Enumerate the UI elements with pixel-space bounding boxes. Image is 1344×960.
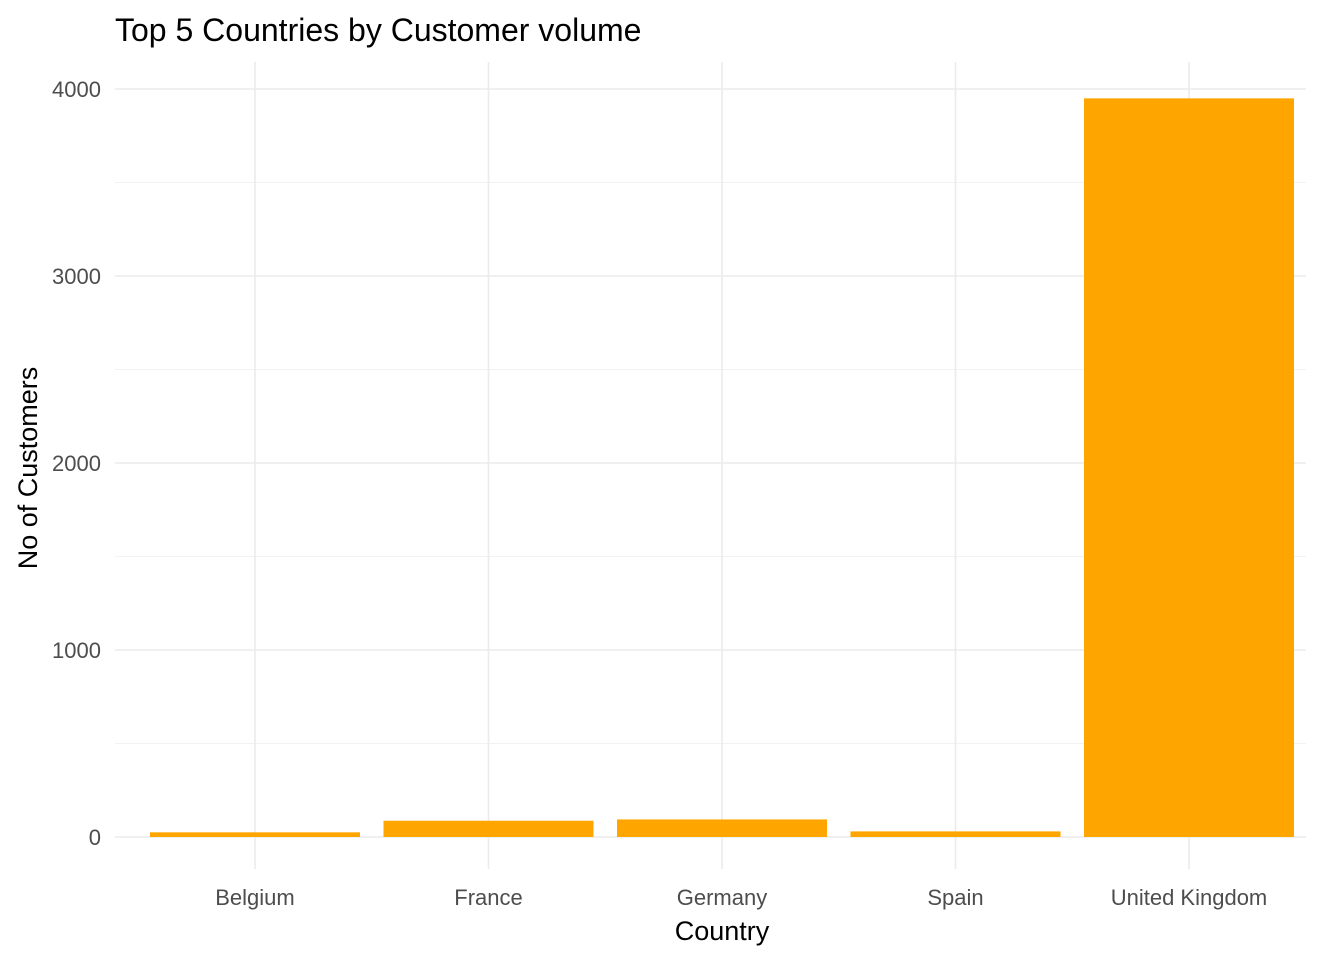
bar-united-kingdom (1084, 98, 1294, 838)
y-tick-label: 1000 (52, 638, 101, 663)
chart-title: Top 5 Countries by Customer volume (115, 12, 641, 48)
y-tick-label: 0 (89, 825, 101, 850)
x-tick-label: United Kingdom (1111, 885, 1268, 910)
bars (150, 98, 1294, 838)
y-tick-label: 3000 (52, 264, 101, 289)
y-tick-label: 2000 (52, 451, 101, 476)
bar-belgium (150, 832, 360, 837)
y-axis-ticks: 0 1000 2000 3000 4000 (52, 77, 101, 850)
x-axis-title: Country (675, 916, 770, 946)
x-tick-label: Spain (927, 885, 983, 910)
x-tick-label: Germany (677, 885, 767, 910)
y-axis-title: No of Customers (13, 367, 43, 570)
y-tick-label: 4000 (52, 77, 101, 102)
x-tick-label: France (454, 885, 522, 910)
x-axis-ticks: Belgium France Germany Spain United Kingdom (215, 885, 1267, 910)
bar-germany (617, 819, 827, 837)
x-tick-label: Belgium (215, 885, 294, 910)
bar-spain (850, 831, 1061, 837)
bar-france (383, 820, 594, 837)
